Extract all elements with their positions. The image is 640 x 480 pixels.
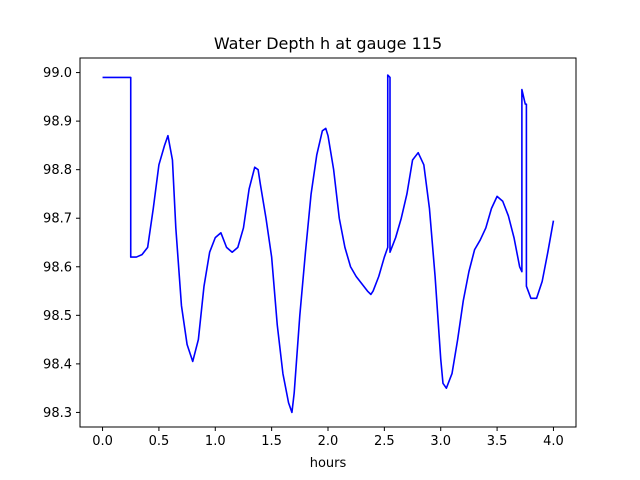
- y-tick-label: 98.8: [43, 163, 72, 178]
- axes-frame: [79, 57, 577, 428]
- y-axis-ticks: 98.3 98.4 98.5 98.6 98.7 98.8 98.9 99.0: [43, 66, 80, 421]
- y-tick-label: 99.0: [43, 66, 72, 81]
- x-tick-label: 0.0: [92, 434, 113, 449]
- x-tick-label: 2.5: [374, 434, 395, 449]
- x-axis-ticks: 0.0 0.5 1.0 1.5 2.0 2.5 3.0 3.5 4.0: [92, 427, 564, 449]
- x-tick-label: 2.0: [318, 434, 339, 449]
- x-tick-label: 3.0: [430, 434, 451, 449]
- plot-area: [102, 74, 555, 414]
- x-tick-label: 0.5: [149, 434, 170, 449]
- x-tick-label: 1.5: [261, 434, 282, 449]
- y-tick-label: 98.3: [43, 406, 72, 421]
- series-line-0: [102, 74, 555, 414]
- y-tick-label: 98.9: [43, 115, 72, 130]
- chart-title: Water Depth h at gauge 115: [214, 34, 442, 53]
- x-tick-label: 4.0: [543, 434, 564, 449]
- x-axis-label: hours: [310, 456, 347, 471]
- x-tick-label: 3.5: [487, 434, 508, 449]
- y-tick-label: 98.4: [43, 357, 72, 372]
- y-tick-label: 98.7: [43, 212, 72, 227]
- y-tick-label: 98.6: [43, 260, 72, 275]
- x-tick-label: 1.0: [205, 434, 226, 449]
- y-tick-label: 98.5: [43, 309, 72, 324]
